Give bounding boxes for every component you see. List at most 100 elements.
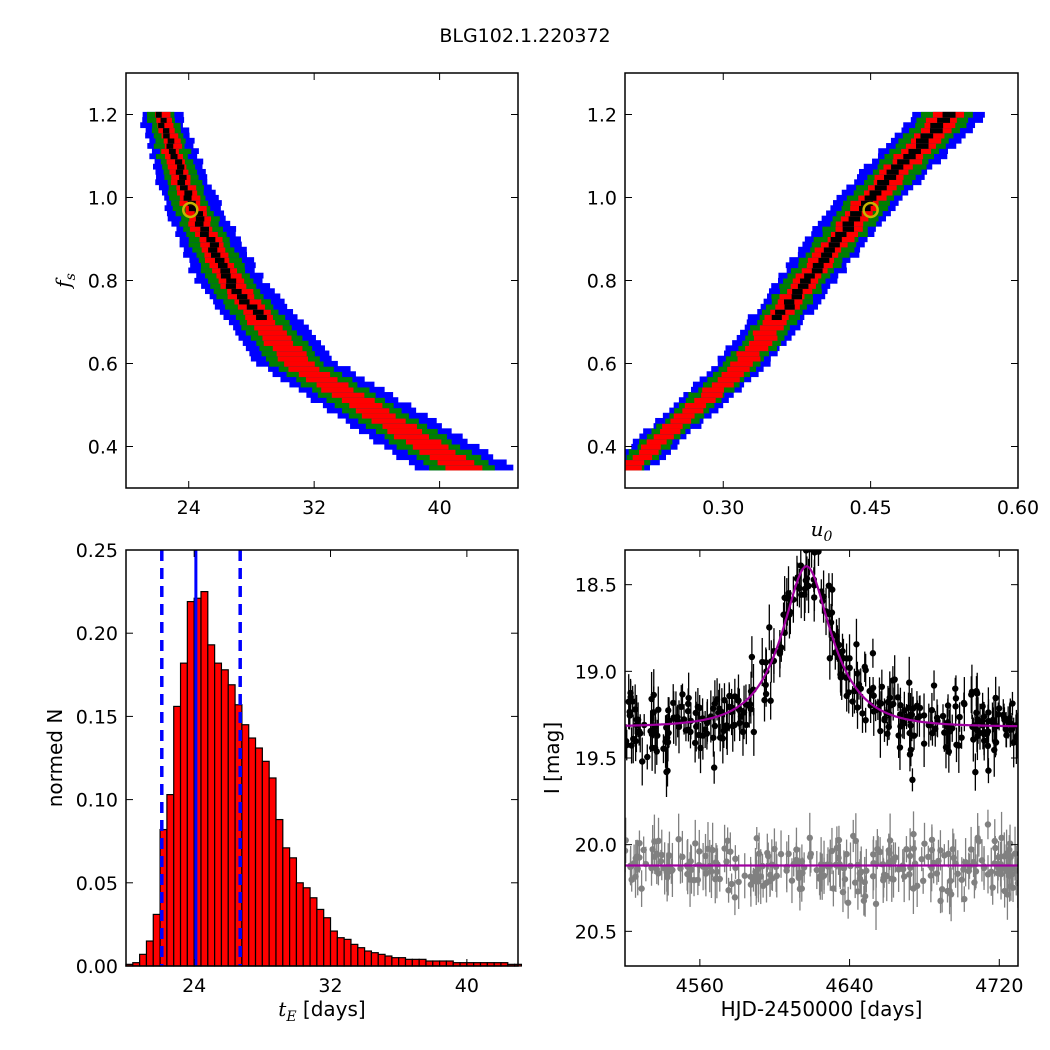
confidence-cell-level-3 bbox=[167, 163, 187, 170]
confidence-cell-level-4 bbox=[916, 137, 929, 144]
baseline-point bbox=[972, 868, 980, 875]
event-point bbox=[680, 716, 688, 723]
confidence-cell-level-4 bbox=[168, 148, 176, 155]
event-point bbox=[679, 691, 686, 698]
baseline-point bbox=[708, 868, 715, 875]
event-point bbox=[877, 727, 884, 735]
event-point bbox=[721, 697, 728, 704]
baseline-point bbox=[971, 879, 978, 886]
confidence-cell-level-4 bbox=[246, 303, 258, 310]
confidence-cell-level-3 bbox=[361, 412, 396, 419]
histogram-bars bbox=[125, 590, 523, 967]
confidence-cell-level-3 bbox=[355, 407, 390, 414]
confidence-cell-level-4 bbox=[811, 267, 823, 274]
event-point bbox=[748, 653, 756, 661]
confidence-cell-level-3 bbox=[736, 350, 760, 357]
confidence-cell-level-4 bbox=[179, 184, 188, 191]
histogram-bar bbox=[411, 958, 420, 967]
baseline-point bbox=[765, 852, 772, 860]
histogram-bar bbox=[166, 794, 175, 967]
baseline-point bbox=[984, 821, 992, 828]
histogram-bar bbox=[370, 952, 379, 967]
baseline-point bbox=[753, 835, 760, 842]
confidence-cell-level-4 bbox=[206, 236, 216, 243]
baseline-point bbox=[895, 866, 902, 873]
y-tick-label: 0.20 bbox=[76, 623, 118, 645]
event-point bbox=[930, 682, 938, 689]
confidence-cell-level-4 bbox=[891, 163, 904, 170]
confidence-cell-level-3 bbox=[640, 443, 661, 450]
event-point bbox=[811, 550, 818, 556]
baseline-point bbox=[949, 845, 957, 853]
confidence-cell-level-4 bbox=[886, 168, 899, 175]
confidence-cell-level-4 bbox=[791, 293, 803, 300]
confidence-cell-level-4 bbox=[220, 272, 231, 279]
confidence-cell-level-3 bbox=[305, 376, 338, 383]
baseline-point bbox=[975, 838, 983, 845]
confidence-cell-level-3 bbox=[646, 438, 667, 445]
histogram-bar bbox=[357, 947, 366, 967]
event-point bbox=[711, 722, 719, 730]
event-point bbox=[766, 624, 773, 631]
confidence-cell-level-3 bbox=[662, 423, 683, 429]
histogram-bar bbox=[316, 908, 325, 967]
confidence-cell-level-4 bbox=[920, 132, 934, 139]
event-point bbox=[759, 658, 766, 666]
baseline-point bbox=[941, 852, 948, 859]
confidence-cell-level-4 bbox=[252, 309, 264, 315]
y-axis-label: I [mag] bbox=[540, 722, 564, 794]
confidence-cell-level-3 bbox=[437, 459, 475, 466]
confidence-cell-level-4 bbox=[818, 257, 830, 263]
confidence-cell-level-3 bbox=[316, 381, 349, 388]
event-point bbox=[944, 702, 952, 709]
x-tick-label: 4720 bbox=[975, 975, 1023, 997]
baseline-point bbox=[783, 867, 790, 874]
event-point bbox=[663, 768, 670, 776]
confidence-cell-level-3 bbox=[653, 433, 674, 440]
event-point bbox=[666, 717, 673, 725]
event-point bbox=[826, 655, 834, 662]
event-point bbox=[907, 711, 914, 719]
event-point bbox=[889, 677, 897, 684]
baseline-point bbox=[860, 897, 868, 904]
event-point bbox=[761, 696, 768, 704]
histogram-bar bbox=[398, 957, 407, 967]
histogram-bar bbox=[207, 644, 216, 967]
confidence-cell-level-4 bbox=[177, 163, 185, 170]
axes: 4560 4640 4720 18.5 19.0 19.5 20.0 20.5 bbox=[575, 549, 1023, 997]
baseline-point bbox=[989, 884, 996, 891]
event-point bbox=[740, 709, 748, 716]
event-point bbox=[709, 705, 717, 712]
baseline-point bbox=[625, 837, 629, 844]
event-point bbox=[955, 742, 963, 749]
baseline-point bbox=[833, 844, 841, 852]
baseline-point bbox=[709, 846, 716, 854]
histogram-bar bbox=[289, 857, 298, 967]
confidence-cell-level-4 bbox=[916, 143, 929, 149]
histogram-bar bbox=[145, 940, 154, 967]
confidence-cell-level-4 bbox=[848, 215, 861, 222]
confidence-cell-level-3 bbox=[638, 449, 659, 455]
confidence-cell-level-4 bbox=[211, 251, 221, 258]
confidence-cell-level-3 bbox=[660, 428, 681, 435]
confidence-cell-level-3 bbox=[387, 428, 423, 435]
event-point bbox=[839, 647, 846, 655]
baseline-point bbox=[840, 865, 848, 872]
confidence-cell-level-3 bbox=[412, 443, 449, 450]
baseline-point bbox=[861, 879, 868, 886]
axes: 24 32 40 0.4 0.6 0.8 1.0 1.2 bbox=[88, 72, 519, 519]
baseline-point bbox=[724, 837, 731, 844]
event-point bbox=[869, 650, 877, 657]
event-point bbox=[838, 671, 845, 678]
baseline-point bbox=[856, 875, 864, 882]
confidence-cell-level-3 bbox=[684, 402, 707, 409]
event-point bbox=[710, 764, 718, 771]
baseline-point bbox=[625, 847, 629, 854]
baseline-point bbox=[970, 858, 977, 866]
event-point bbox=[1006, 715, 1013, 722]
event-point bbox=[970, 736, 977, 743]
event-point bbox=[909, 776, 916, 784]
histogram-bar bbox=[220, 669, 229, 967]
plot-frame bbox=[125, 549, 519, 967]
confidence-cell-level-3 bbox=[445, 464, 483, 471]
